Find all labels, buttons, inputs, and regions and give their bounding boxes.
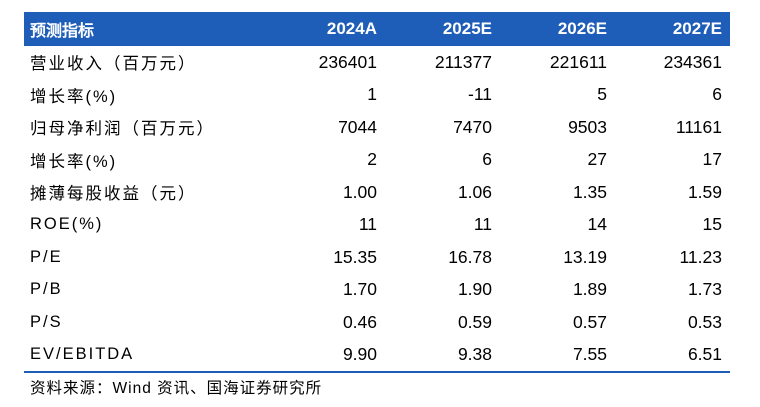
table-cell: 11	[473, 214, 492, 235]
table-cell: 2	[367, 149, 377, 170]
row-label: P/S	[30, 312, 63, 331]
table-cell: 7470	[453, 116, 492, 137]
row-label: 营业收入（百万元）	[30, 55, 197, 74]
row-label: EV/EBITDA	[24, 338, 270, 373]
table-cell: 9.38	[385, 338, 500, 373]
table-cell: 0.59	[457, 311, 492, 332]
table-cell: 6	[482, 149, 492, 170]
table-cell: 11.23	[679, 246, 723, 267]
table-cell: 1.89	[572, 279, 607, 300]
table-cell: 1.73	[687, 279, 722, 300]
row-label: 增长率(%)	[30, 87, 118, 106]
row-label: 增长率(%)	[30, 152, 118, 171]
header-cell-2024a: 2024A	[326, 19, 377, 38]
row-label: ROE(%)	[30, 215, 104, 234]
table-header-row: 预测指标 2024A 2025E 2026E 2027E	[24, 12, 730, 46]
table-row: P/S 0.46 0.59 0.57 0.53	[24, 306, 730, 339]
table-cell: 6.51	[615, 338, 730, 373]
table-cell: 15.35	[333, 246, 377, 267]
table-row: P/E 15.35 16.78 13.19 11.23	[24, 241, 730, 274]
table-cell: 9503	[568, 116, 607, 137]
row-label: 摊薄每股收益（元）	[30, 185, 197, 204]
table-cell: 234361	[663, 51, 722, 72]
table-row: 摊薄每股收益（元） 1.00 1.06 1.35 1.59	[24, 176, 730, 209]
table-cell: 1.70	[342, 279, 377, 300]
forecast-table-container: 预测指标 2024A 2025E 2026E 2027E 营业收入（百万元） 2…	[24, 12, 730, 373]
table-cell: 9.90	[270, 338, 385, 373]
table-cell: 15	[702, 214, 722, 235]
table-cell: 0.57	[572, 311, 607, 332]
table-cell: 6	[712, 84, 722, 105]
row-label: P/E	[30, 247, 63, 266]
table-cell: 11	[358, 214, 377, 235]
table-cell: 221611	[549, 51, 607, 72]
table-cell: 27	[587, 149, 607, 170]
table-cell: 1.06	[457, 181, 492, 202]
table-cell: 1.59	[687, 181, 722, 202]
table-cell: 16.78	[448, 246, 492, 267]
forecast-table: 预测指标 2024A 2025E 2026E 2027E 营业收入（百万元） 2…	[24, 12, 730, 373]
table-cell: 7044	[338, 116, 377, 137]
table-cell: 1.90	[457, 279, 492, 300]
table-row: 营业收入（百万元） 236401 211377 221611 234361	[24, 46, 730, 79]
table-cell: 14	[587, 214, 607, 235]
header-cell-indicator: 预测指标	[30, 21, 95, 40]
table-row: ROE(%) 11 11 14 15	[24, 209, 730, 242]
table-cell: 0.46	[342, 311, 377, 332]
table-cell: 1.00	[342, 181, 377, 202]
row-label: 归母净利润（百万元）	[30, 120, 215, 139]
table-cell: 236401	[318, 51, 377, 72]
table-row: EV/EBITDA 9.90 9.38 7.55 6.51	[24, 338, 730, 373]
table-cell: 211377	[434, 51, 492, 72]
table-cell: 7.55	[500, 338, 615, 373]
table-row: 归母净利润（百万元） 7044 7470 9503 11161	[24, 111, 730, 144]
table-row: P/B 1.70 1.90 1.89 1.73	[24, 274, 730, 307]
header-cell-2027e: 2027E	[672, 19, 722, 38]
table-cell: 0.53	[687, 311, 722, 332]
table-cell: 1.35	[572, 181, 607, 202]
table-row: 增长率(%) 2 6 27 17	[24, 144, 730, 177]
table-cell: 17	[702, 149, 722, 170]
table-cell: -11	[468, 84, 492, 105]
header-cell-2025e: 2025E	[442, 19, 492, 38]
table-cell: 13.19	[563, 246, 607, 267]
table-cell: 5	[597, 84, 607, 105]
source-note: 资料来源：Wind 资讯、国海证券研究所	[30, 380, 323, 397]
table-row: 增长率(%) 1 -11 5 6	[24, 79, 730, 112]
table-cell: 11161	[675, 116, 722, 137]
table-cell: 1	[367, 84, 377, 105]
row-label: P/B	[30, 280, 63, 299]
header-cell-2026e: 2026E	[557, 19, 607, 38]
